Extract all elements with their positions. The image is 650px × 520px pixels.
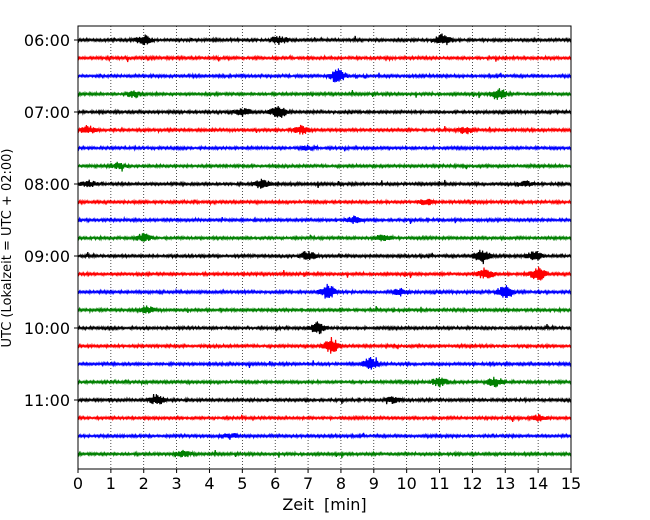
x-tick-label: 6: [270, 474, 280, 493]
seismogram-trace: [77, 68, 572, 83]
grid-lines: [110, 26, 539, 469]
seismogram-trace: [77, 449, 572, 459]
x-tick-label: 5: [237, 474, 247, 493]
x-tick-label: 8: [336, 474, 346, 493]
seismogram-trace: [77, 88, 572, 100]
y-tick-label: 07:00: [24, 103, 70, 122]
x-tick-label: 4: [204, 474, 214, 493]
x-tick-label: 12: [462, 474, 482, 493]
seismogram-trace: [77, 33, 572, 46]
plot-frame: [77, 25, 572, 470]
seismogram-trace: [77, 305, 572, 315]
seismogram-trace: [77, 124, 572, 135]
seismogram-trace: [77, 394, 572, 405]
x-tick-label: 0: [73, 474, 83, 493]
seismogram-trace: [77, 215, 572, 225]
seismogram-trace: [77, 356, 572, 370]
x-axis-label: Zeit [min]: [282, 495, 366, 514]
plot-background: [78, 26, 571, 469]
x-tick-label: 3: [172, 474, 182, 493]
seismogram-traces: [77, 33, 572, 459]
y-tick-label: 11:00: [24, 391, 70, 410]
seismogram-trace: [77, 336, 572, 354]
y-tick-label: 10:00: [24, 319, 70, 338]
seismogram-trace: [77, 198, 572, 207]
seismogram-trace: [77, 232, 572, 242]
x-tick-label: 9: [369, 474, 379, 493]
y-axis-ticks: 06:00 07:00 08:00 09:00 10:00 11:00: [24, 31, 78, 410]
seismogram-trace: [77, 266, 572, 281]
x-tick-label: 13: [495, 474, 515, 493]
seismogram-trace: [77, 414, 572, 423]
y-tick-label: 09:00: [24, 247, 70, 266]
x-tick-label: 1: [106, 474, 116, 493]
x-tick-label: 7: [303, 474, 313, 493]
seismogram-trace: [77, 161, 572, 172]
seismogram-trace: [77, 105, 572, 118]
x-tick-label: 11: [429, 474, 449, 493]
seismogram-trace: [77, 376, 572, 388]
seismogram-trace: [77, 54, 572, 63]
y-tick-label: 08:00: [24, 175, 70, 194]
seismogram-trace: [77, 249, 572, 265]
x-tick-label: 15: [561, 474, 581, 493]
x-tick-label: 14: [528, 474, 548, 493]
y-axis-label: UTC (Lokalzeit = UTC + 02:00): [0, 149, 15, 348]
x-tick-label: 2: [139, 474, 149, 493]
y-tick-label: 06:00: [24, 31, 70, 50]
seismogram-trace: [77, 432, 572, 440]
x-axis-ticks: 0 1 2 3 4 5 6 7 8 9 10 11 12 13 14 15: [73, 469, 581, 493]
seismogram-trace: [77, 144, 572, 152]
seismogram-trace: [77, 178, 572, 189]
x-tick-label: 10: [396, 474, 416, 493]
seismogram-trace: [77, 283, 572, 299]
seismogram-trace: [77, 321, 572, 335]
